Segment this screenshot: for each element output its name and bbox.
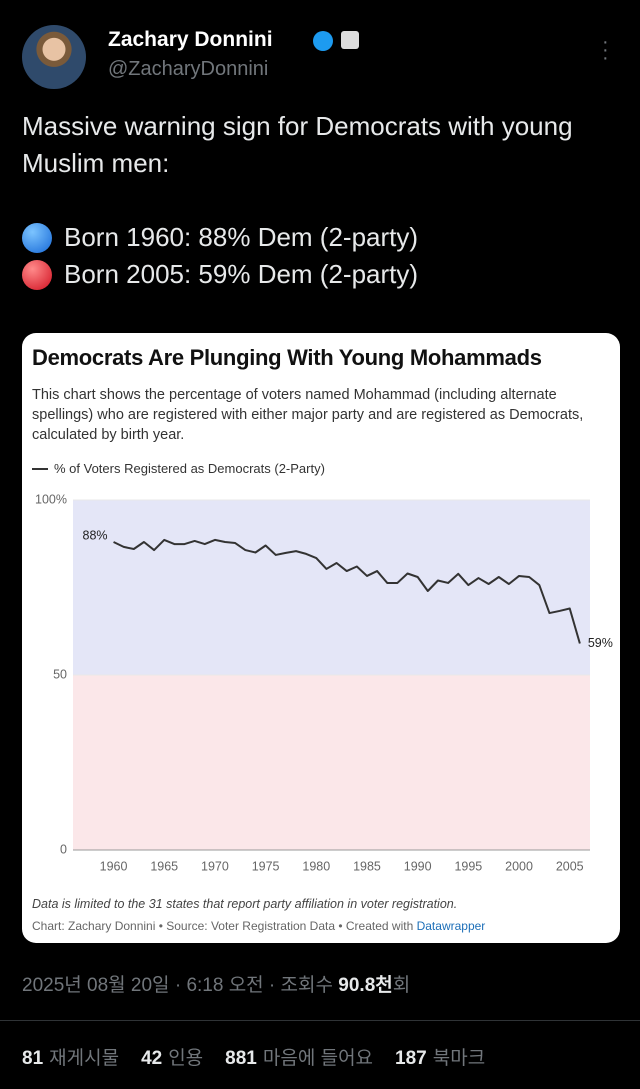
y-tick-label: 100% — [35, 492, 67, 506]
chart-subtitle: This chart shows the percentage of voter… — [32, 387, 584, 443]
divider — [0, 1020, 640, 1021]
stat[interactable]: 881 마음에 들어요 — [225, 1043, 373, 1070]
stat[interactable]: 81 재게시물 — [22, 1043, 119, 1070]
stat-count: 42 — [141, 1048, 163, 1069]
bullet: Born 1960: 88% Dem (2-party) — [22, 219, 622, 256]
legend: % of Voters Registered as Democrats (2-P… — [32, 461, 325, 476]
stat-count: 187 — [395, 1048, 427, 1069]
stats: 81 재게시물 42 인용 881 마음에 들어요 187 북마크 — [22, 1043, 485, 1070]
x-tick-label: 1990 — [404, 859, 432, 873]
chart-title: Democrats Are Plunging With Young Mohamm… — [32, 345, 542, 370]
stat-label: 재게시물 — [49, 1048, 120, 1069]
credit-text: Chart: Zachary Donnini • Source: Voter R… — [32, 919, 417, 933]
red-dot — [22, 259, 52, 290]
value-label: 59% — [588, 636, 613, 650]
x-tick-label: 1985 — [353, 859, 381, 873]
tweet-meta: 2025년 08월 20일 · 6:18 오전 · 조회수 90.8천회 — [22, 975, 411, 996]
bullet-text: Born 2005: 59% Dem (2-party) — [64, 259, 419, 289]
avatar[interactable] — [22, 25, 86, 89]
x-tick-label: 1960 — [100, 859, 128, 873]
chart-note: Data is limited to the 31 states that re… — [32, 897, 458, 911]
x-tick-label: 2005 — [556, 859, 584, 873]
date: 2025년 08월 20일 — [22, 975, 170, 996]
chart-card[interactable]: Democrats Are Plunging With Young Mohamm… — [22, 333, 620, 943]
credit-link[interactable]: Datawrapper — [416, 919, 486, 933]
x-tick-label: 1975 — [252, 859, 280, 873]
affiliate-badge — [341, 31, 359, 49]
bullet-text: Born 1960: 88% Dem (2-party) — [64, 222, 419, 252]
y-tick-label: 50 — [53, 667, 67, 681]
views-suffix: 회 — [392, 975, 411, 996]
views-label: 조회수 — [280, 975, 333, 996]
band — [73, 500, 590, 675]
x-tick-label: 1995 — [454, 859, 482, 873]
line — [113, 538, 581, 644]
blue-dot — [22, 222, 52, 253]
stat-label: 북마크 — [432, 1048, 486, 1069]
legend-swatch — [32, 467, 48, 470]
verified-badge — [313, 31, 333, 51]
stat-label: 인용 — [168, 1048, 204, 1069]
stat-count: 881 — [225, 1048, 257, 1069]
tweet-line: Massive warning sign for Democrats with … — [22, 111, 573, 178]
author-handle[interactable]: @ZacharyDonnini — [108, 58, 269, 80]
time: 6:18 오전 — [186, 975, 264, 996]
band — [73, 675, 590, 850]
tweet-text: Massive warning sign for Democrats with … — [22, 108, 622, 293]
stat-count: 81 — [22, 1048, 44, 1069]
stat[interactable]: 42 인용 — [141, 1043, 203, 1070]
value-label: 88% — [83, 528, 108, 542]
y-tick-label: 0 — [60, 842, 67, 856]
bullet: Born 2005: 59% Dem (2-party) — [22, 256, 622, 293]
x-tick-label: 1970 — [201, 859, 229, 873]
chart-credit: Chart: Zachary Donnini • Source: Voter R… — [32, 919, 485, 933]
stat[interactable]: 187 북마크 — [395, 1043, 485, 1070]
legend-label: % of Voters Registered as Democrats (2-P… — [54, 461, 325, 476]
x-tick-label: 1965 — [150, 859, 178, 873]
author-name[interactable]: Zachary Donnini — [108, 28, 273, 51]
chart: 0 50 100% 1960 1965 1970 1975 1980 1985 1990 1995 2… — [35, 492, 613, 873]
more-button[interactable]: · · · — [602, 31, 609, 69]
stat-label: 마음에 들어요 — [262, 1048, 374, 1069]
views: 90.8천 — [338, 975, 393, 996]
x-tick-label: 2000 — [505, 859, 533, 873]
x-tick-label: 1980 — [302, 859, 330, 873]
